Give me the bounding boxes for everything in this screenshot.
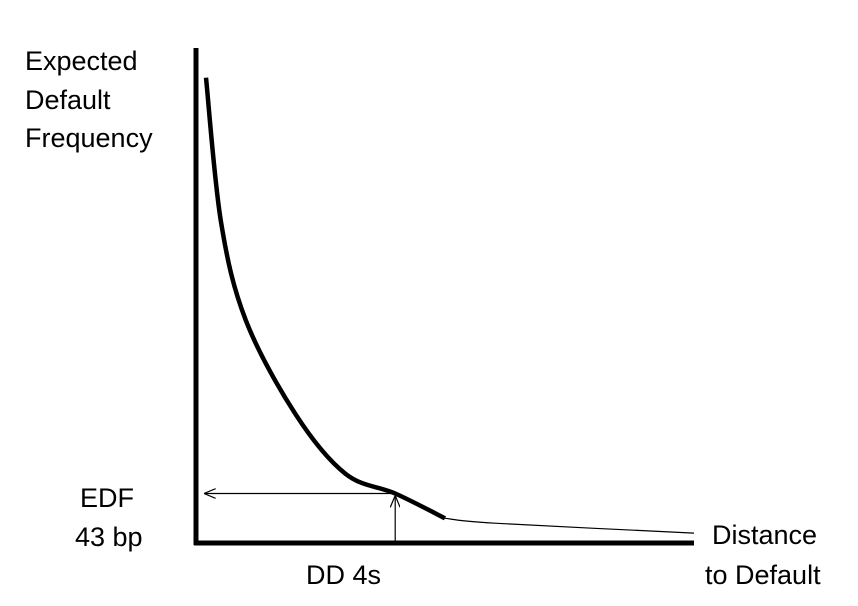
y-axis-label-line-1: Expected [25, 46, 138, 76]
y-axis-label-line-3: Frequency [25, 123, 153, 153]
edf-curve-main [203, 77, 447, 521]
edf-curve-tail [444, 517, 695, 534]
y-axis-label-line-2: Default [25, 85, 111, 115]
edf-label-line-2: 43 bp [75, 522, 143, 552]
dd-label: DD 4s [306, 560, 381, 590]
edf-label-line-1: EDF [80, 483, 134, 513]
x-axis-label-line-2: to Default [705, 560, 821, 590]
x-axis-label-line-1: Distance [712, 520, 817, 550]
